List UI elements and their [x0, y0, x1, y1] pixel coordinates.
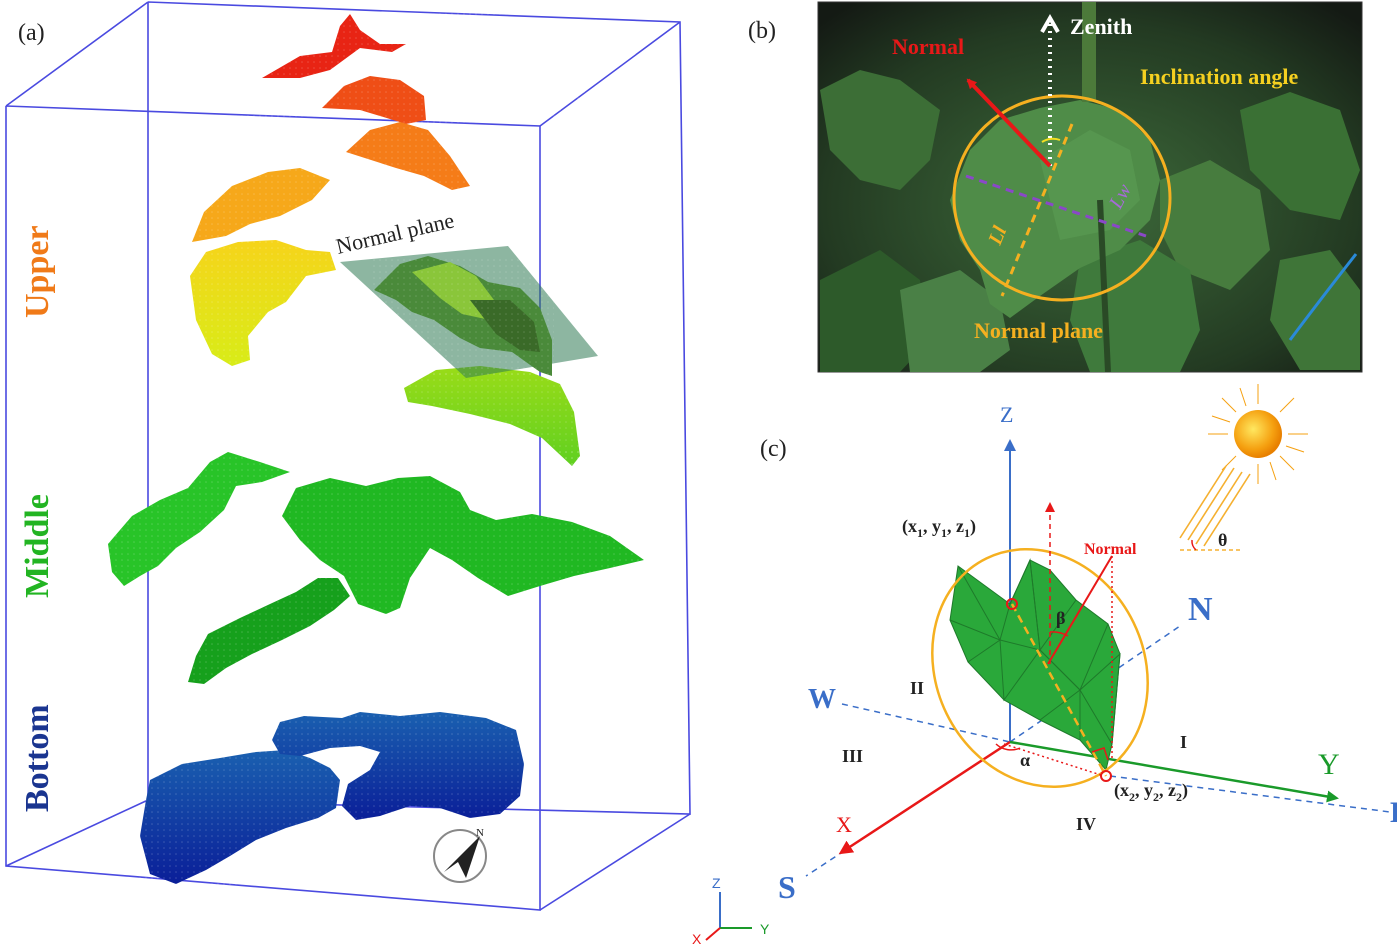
layer-label-bottom: Bottom	[19, 704, 56, 812]
sun-theta-label: θ	[1218, 530, 1227, 550]
triad-y-label: Y	[760, 921, 770, 937]
leaf-mesh	[949, 558, 1121, 772]
beta-label: β	[1056, 608, 1065, 628]
direction-north: N	[1188, 591, 1213, 628]
diagram-normal-label: Normal	[1084, 541, 1137, 558]
panel-c-label: (c)	[760, 436, 787, 462]
sun-rays	[1179, 465, 1251, 547]
upper-leaves	[180, 10, 600, 470]
compass-north-label: N	[476, 827, 484, 839]
sun-icon	[1208, 384, 1308, 484]
point-1	[1006, 598, 1018, 610]
point-2-label: (x2, y2, z2)	[1114, 780, 1188, 804]
panel-a: (a) Normal plane	[5, 1, 691, 911]
layer-label-upper: Upper	[19, 225, 56, 318]
inclination-angle-label: Inclination angle	[1140, 64, 1299, 89]
normal-vector	[1047, 555, 1113, 665]
quadrant-ii: II	[910, 678, 924, 698]
compass-icon: N	[433, 827, 487, 883]
normal-plane: Normal plane	[334, 207, 598, 378]
point-1-label: (x1, y1, z1)	[902, 516, 976, 540]
layer-label-middle: Middle	[19, 494, 56, 598]
triad-z-label: Z	[712, 875, 721, 891]
zenith-label: Zenith	[1070, 14, 1132, 39]
leaf-ellipse	[931, 547, 1149, 789]
axis-triad-icon: Z Y X	[692, 875, 770, 944]
quadrant-iii: III	[842, 746, 863, 766]
direction-south: S	[778, 869, 796, 905]
alpha-label: α	[1020, 750, 1030, 770]
panel-b-label: (b)	[748, 18, 776, 44]
quadrant-i: I	[1180, 732, 1187, 752]
middle-leaves	[104, 450, 648, 686]
photo-normal-plane-label: Normal plane	[974, 318, 1103, 343]
y-axis-label: Y	[1318, 748, 1340, 781]
x-axis-label: X	[836, 812, 852, 837]
quadrant-iv: IV	[1076, 814, 1096, 834]
z-axis-label: Z	[1000, 402, 1013, 427]
panel-a-label: (a)	[18, 20, 45, 46]
panel-b: (b)	[748, 1, 1363, 373]
point-2	[1100, 770, 1112, 782]
leaf-midrib	[1010, 603, 1108, 777]
photo-normal-label: Normal	[892, 34, 964, 59]
x-axis	[838, 740, 1011, 855]
triad-x-label: X	[692, 931, 702, 944]
direction-east: E	[1390, 796, 1397, 829]
leaf-photo: Zenith Normal Inclination angle Ll Lw No…	[817, 1, 1363, 373]
direction-west: W	[808, 684, 836, 715]
panel-c: (c) θ	[692, 384, 1397, 944]
y-axis	[1009, 740, 1339, 803]
